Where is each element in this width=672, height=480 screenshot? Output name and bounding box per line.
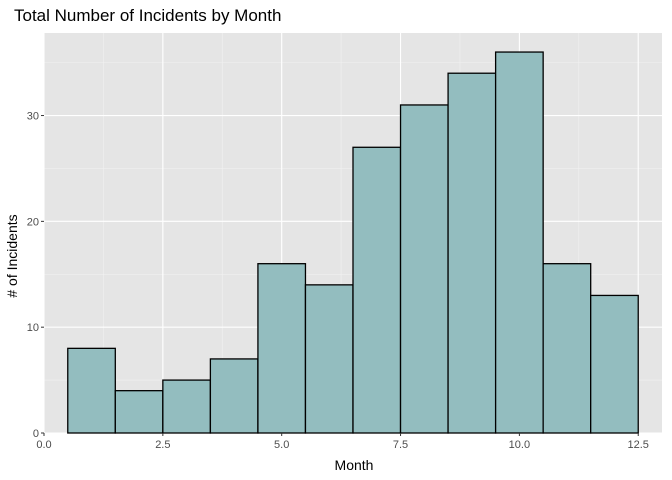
x-tick-label: 7.5 — [393, 439, 408, 451]
bar — [304, 284, 354, 434]
x-axis-title: Month — [335, 457, 374, 473]
bar — [162, 379, 212, 434]
bar — [352, 146, 402, 434]
bar — [209, 358, 259, 434]
bar — [542, 263, 592, 434]
y-tick-label: 30 — [27, 111, 39, 123]
bar — [399, 104, 449, 434]
y-axis: 0 10 20 30 — [27, 111, 44, 440]
x-tick-label: 5.0 — [274, 439, 289, 451]
x-axis: 0.0 2.5 5.0 7.5 10.0 12.5 — [36, 433, 649, 451]
bar — [257, 263, 307, 434]
chart-title: Total Number of Incidents by Month — [14, 6, 281, 25]
x-tick-label: 12.5 — [628, 439, 649, 451]
bar — [590, 294, 639, 434]
bar — [67, 347, 116, 434]
x-tick-label: 2.5 — [155, 439, 170, 451]
y-tick-label: 20 — [27, 216, 39, 228]
bars — [67, 51, 639, 434]
bar — [494, 51, 544, 434]
bar — [447, 72, 497, 434]
y-tick-label: 10 — [27, 322, 39, 334]
bar — [114, 390, 164, 434]
x-tick-label: 0.0 — [36, 439, 51, 451]
y-axis-title: # of Incidents — [4, 214, 20, 297]
x-tick-label: 10.0 — [509, 439, 530, 451]
y-tick-label: 0 — [33, 428, 39, 440]
